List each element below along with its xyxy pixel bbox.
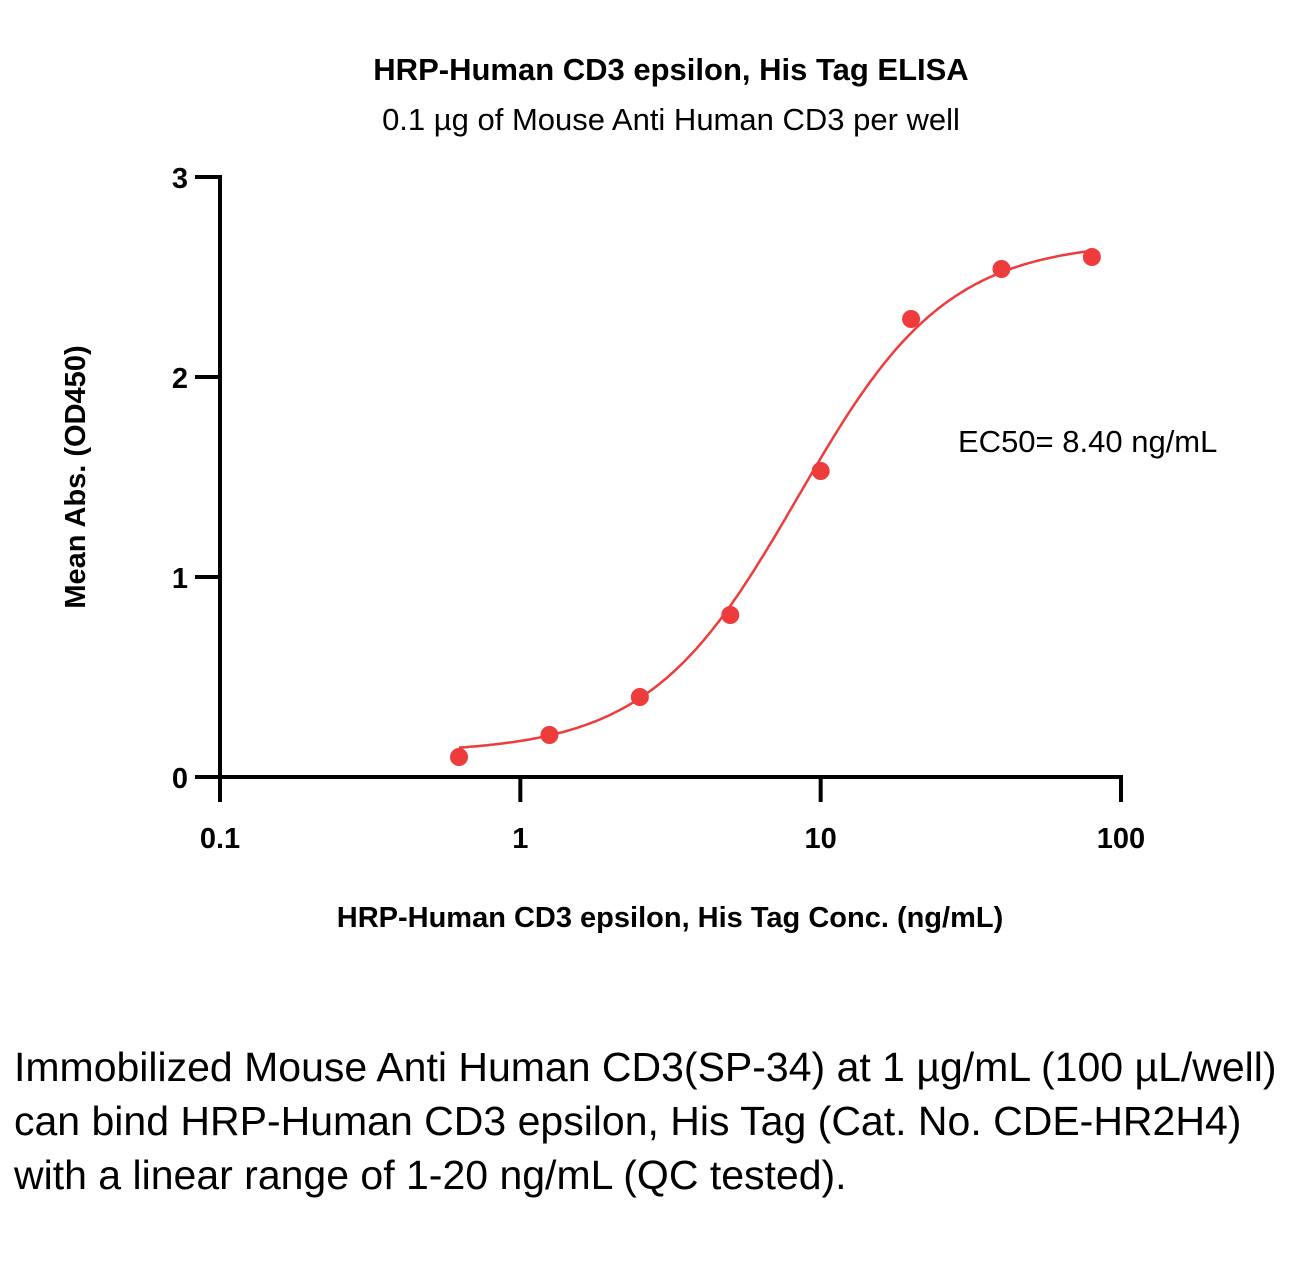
data-point xyxy=(540,726,559,744)
y-tick-label: 0 xyxy=(172,763,188,795)
ec50-annotation: EC50= 8.40 ng/mL xyxy=(958,424,1217,459)
data-point xyxy=(811,462,830,480)
chart-subtitle: 0.1 µg of Mouse Anti Human CD3 per well xyxy=(382,102,960,137)
fit-curve xyxy=(458,249,1093,749)
x-tick-label: 10 xyxy=(805,823,837,855)
y-tick-label: 1 xyxy=(172,563,188,595)
y-tick-label: 2 xyxy=(172,363,188,395)
axes xyxy=(218,175,1123,779)
elisa-chart: HRP-Human CD3 epsilon, His Tag ELISA 0.1… xyxy=(60,52,1217,934)
x-tick-label: 0.1 xyxy=(200,823,240,855)
chart-title: HRP-Human CD3 epsilon, His Tag ELISA xyxy=(373,52,968,87)
data-point xyxy=(992,260,1011,278)
y-tick-label: 3 xyxy=(172,163,188,195)
data-point xyxy=(450,748,469,766)
data-point xyxy=(630,688,649,706)
ticks: 0.1 1 10 100 0 1 2 3 xyxy=(172,163,1145,855)
data-points xyxy=(450,248,1101,766)
data-point xyxy=(1082,248,1101,266)
y-axis-label: Mean Abs. (OD450) xyxy=(60,345,92,608)
data-point xyxy=(902,310,921,328)
x-axis-label: HRP-Human CD3 epsilon, His Tag Conc. (ng… xyxy=(337,902,1004,934)
x-tick-label: 1 xyxy=(512,823,528,855)
x-tick-label: 100 xyxy=(1097,823,1145,855)
data-point xyxy=(721,606,740,624)
figure-caption: Immobilized Mouse Anti Human CD3(SP-34) … xyxy=(14,1044,1277,1198)
